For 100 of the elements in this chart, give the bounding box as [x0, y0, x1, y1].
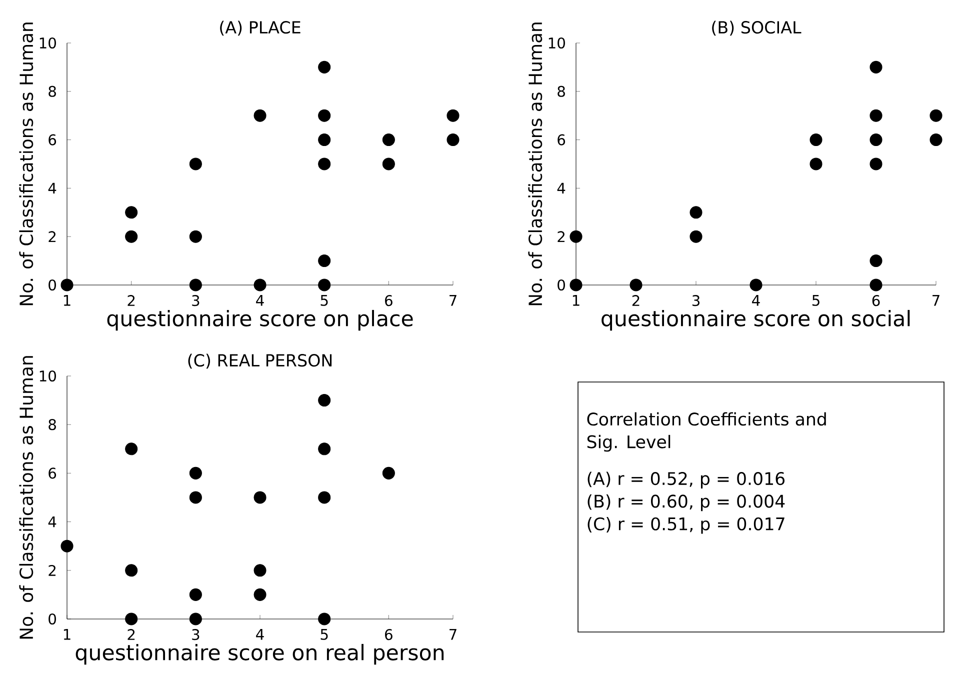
- point: [690, 230, 702, 243]
- point: [870, 254, 882, 268]
- y-tick-label: 8: [48, 419, 56, 430]
- text: (B) r = 0.60, p = 0.004: [588, 494, 785, 512]
- x-tick-label: 3: [692, 295, 700, 306]
- y-tick-label: 0: [558, 279, 565, 291]
- point: [189, 612, 202, 626]
- point: [125, 564, 138, 577]
- x-tick-label: 6: [385, 629, 392, 640]
- point: [318, 442, 331, 456]
- point: [189, 158, 202, 170]
- point: [870, 134, 882, 146]
- point: [750, 278, 762, 292]
- y-tick-label: 2: [48, 231, 56, 242]
- point: [189, 230, 202, 243]
- y-tick-label: 6: [48, 134, 56, 146]
- y-tick-label: 6: [558, 134, 566, 146]
- y-tick-label: 0: [48, 279, 56, 291]
- text: (A) r = 0.52, p = 0.016: [588, 472, 784, 488]
- y-tick-label: 2: [558, 231, 564, 242]
- point: [446, 109, 460, 122]
- y-tick-label: 10: [548, 37, 565, 49]
- x-tick-label: 1: [64, 295, 70, 306]
- x-axis-title: questionnaire score on place: [107, 310, 413, 331]
- point: [870, 158, 882, 170]
- y-tick-label: 8: [558, 86, 565, 97]
- point: [125, 230, 138, 243]
- chart-title: (B) SOCIAL: [712, 20, 802, 36]
- point: [254, 109, 266, 122]
- y-tick-label: 4: [48, 516, 56, 528]
- point: [570, 278, 582, 292]
- point: [318, 60, 331, 74]
- point: [810, 134, 822, 146]
- point: [630, 278, 642, 292]
- point: [318, 278, 331, 292]
- point: [870, 60, 882, 74]
- point: [318, 109, 331, 122]
- chart-title: (C) REAL PERSON: [188, 354, 332, 369]
- point: [189, 588, 202, 601]
- point: [930, 134, 942, 146]
- point: [189, 491, 202, 504]
- point: [570, 230, 582, 243]
- point: [254, 491, 266, 504]
- x-tick-label: 4: [256, 295, 264, 306]
- point: [690, 206, 702, 219]
- x-tick-label: 4: [256, 629, 264, 640]
- point: [125, 612, 138, 626]
- point: [318, 491, 331, 504]
- x-tick-label: 6: [385, 295, 392, 306]
- x-tick-label: 5: [320, 295, 328, 306]
- y-tick-label: 8: [48, 86, 56, 97]
- x-tick-label: 3: [192, 629, 200, 640]
- point: [60, 540, 74, 552]
- y-axis-title: No. of Classifications as Human: [528, 22, 542, 306]
- point: [318, 134, 331, 146]
- x-axis-title: questionnaire score on social: [602, 310, 910, 331]
- point: [318, 394, 331, 407]
- point: [382, 134, 395, 146]
- text: Correlation Coefficients and Sig. Level: [587, 412, 826, 452]
- point: [254, 278, 266, 292]
- x-tick-label: 1: [64, 629, 70, 640]
- x-tick-label: 3: [192, 295, 200, 306]
- y-tick-label: 2: [48, 564, 56, 576]
- chart-title: (A) PLACE: [220, 20, 300, 36]
- point: [318, 158, 331, 170]
- x-tick-label: 4: [752, 295, 760, 306]
- point: [318, 254, 331, 268]
- point: [446, 134, 460, 146]
- x-tick-label: 5: [320, 629, 328, 640]
- point: [810, 158, 822, 170]
- y-tick-label: 10: [40, 370, 56, 382]
- x-tick-label: 2: [128, 629, 135, 640]
- y-axis-title: No. of Classifications as Human: [19, 22, 34, 306]
- point: [382, 466, 395, 480]
- point: [930, 109, 942, 122]
- point: [382, 158, 395, 170]
- y-axis-title: No. of Classifications as Human: [19, 356, 34, 639]
- point: [125, 206, 138, 219]
- x-tick-label: 1: [572, 295, 580, 306]
- point: [870, 278, 882, 292]
- x-tick-label: 7: [450, 629, 456, 640]
- y-tick-label: 6: [48, 468, 56, 479]
- point: [254, 564, 266, 577]
- y-tick-label: 10: [40, 37, 56, 49]
- y-tick-label: 0: [48, 613, 56, 625]
- x-tick-label: 7: [932, 295, 940, 306]
- point: [318, 612, 331, 626]
- y-tick-label: 4: [48, 182, 56, 194]
- x-tick-label: 2: [632, 295, 640, 306]
- y-tick-label: 4: [557, 182, 566, 194]
- point: [125, 442, 138, 456]
- point: [189, 466, 202, 480]
- point: [60, 278, 74, 292]
- x-tick-label: 2: [128, 295, 135, 306]
- text: (C) r = 0.51, p = 0.017: [588, 517, 784, 534]
- x-axis-title: questionnaire score on real person: [76, 644, 444, 665]
- point: [189, 278, 202, 292]
- x-tick-label: 6: [872, 295, 880, 306]
- point: [870, 109, 882, 122]
- point: [254, 588, 266, 601]
